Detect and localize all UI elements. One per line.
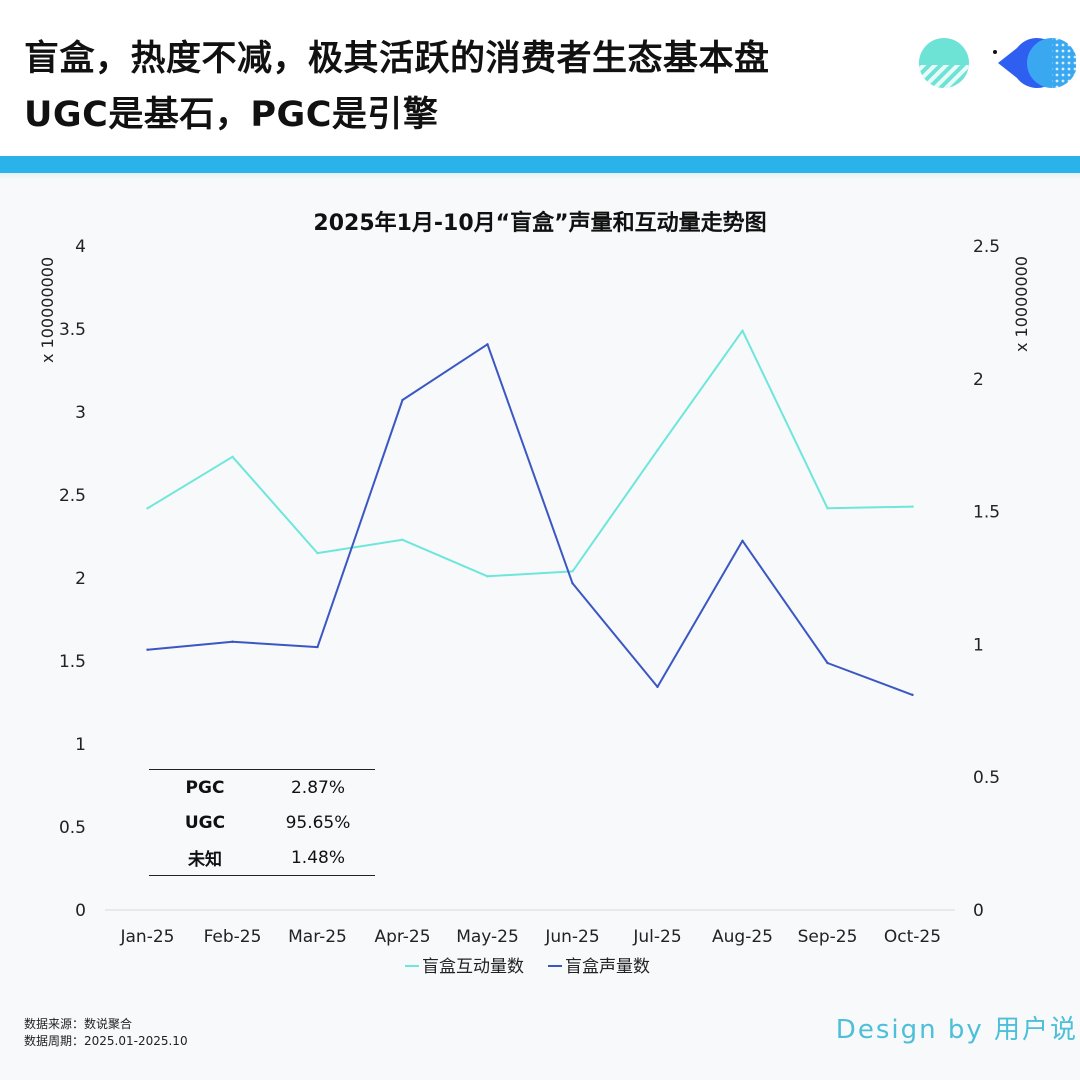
x-tick-label: Sep-25 xyxy=(798,927,858,947)
data-point xyxy=(316,551,319,555)
y-right-tick-label: 2 xyxy=(973,370,984,390)
table-row: PGC 2.87% xyxy=(149,770,375,806)
dotted-circle-icon xyxy=(1027,38,1076,88)
y-left-tick-label: 4 xyxy=(75,237,86,257)
y-right-tick-label: 0.5 xyxy=(973,768,1000,788)
y-left-tick-label: 2.5 xyxy=(59,486,86,506)
x-tick-label: Oct-25 xyxy=(884,927,941,947)
chart-series xyxy=(146,329,914,697)
share-label: UGC xyxy=(184,812,226,833)
data-point xyxy=(401,538,404,542)
share-value: 1.48% xyxy=(290,847,345,868)
table-row: 未知 1.48% xyxy=(149,840,375,876)
data-point xyxy=(571,570,574,573)
y-left-tick-label: 1 xyxy=(75,735,86,755)
x-tick-label: Feb-25 xyxy=(204,927,262,947)
legend-label: 盲盒互动量数 xyxy=(422,957,524,977)
data-point xyxy=(401,398,404,402)
accent-band xyxy=(0,156,1080,173)
y-left-tick-label: 2 xyxy=(75,569,86,589)
x-tick-label: Jun-25 xyxy=(544,927,599,947)
page-title: 盲盒，热度不减，极其活跃的消费者生态基本盘 xyxy=(24,39,770,79)
data-point xyxy=(911,505,914,508)
y-right-tick-label: 2.5 xyxy=(973,237,1000,257)
y-right-tick-label: 1 xyxy=(973,635,984,655)
chart-legend: 盲盒互动量数 盲盒声量数 xyxy=(405,957,650,977)
x-tick-label: Aug-25 xyxy=(712,927,773,947)
footer-source: 数据来源：数说聚合 数据周期：2025.01-2025.10 xyxy=(24,1016,188,1050)
data-point xyxy=(146,648,149,651)
design-credit: Design by 用户说 xyxy=(835,1015,1078,1045)
striped-circle-icon xyxy=(919,38,969,88)
data-source: 数据来源：数说聚合 xyxy=(24,1017,133,1031)
series-line xyxy=(147,343,913,696)
page-subtitle: UGC是基石，PGC是引擎 xyxy=(24,95,439,135)
y-right-tick-label: 0 xyxy=(973,901,984,921)
x-tick-label: Mar-25 xyxy=(288,927,347,947)
data-point xyxy=(911,693,914,697)
y-left-tick-label: 3.5 xyxy=(59,320,86,340)
data-point xyxy=(741,329,744,332)
brand-logo xyxy=(919,37,1076,88)
data-point xyxy=(741,539,744,543)
y-left-tick-label: 1.5 xyxy=(59,652,86,672)
band-shadow xyxy=(0,173,1080,179)
header: 盲盒，热度不减，极其活跃的消费者生态基本盘 UGC是基石，PGC是引擎 xyxy=(0,0,1080,156)
data-point xyxy=(656,685,659,689)
y-right-tick-label: 1.5 xyxy=(973,503,1000,523)
data-point xyxy=(231,455,234,459)
y-left-tick-label: 3 xyxy=(75,403,86,423)
data-point xyxy=(231,640,234,643)
chart-title: 2025年1月-10月“盲盒”声量和互动量走势图 xyxy=(313,211,767,236)
x-tick-label: Jan-25 xyxy=(120,927,175,947)
data-point xyxy=(826,661,829,665)
data-point xyxy=(571,582,574,585)
data-point xyxy=(656,448,659,452)
share-label: PGC xyxy=(185,777,225,798)
data-point xyxy=(316,645,319,649)
y-left-tick-label: 0 xyxy=(75,901,86,921)
source-share-table: PGC 2.87% UGC 95.65% 未知 1.48% xyxy=(149,769,375,876)
x-tick-label: Apr-25 xyxy=(374,927,430,947)
x-tick-label: May-25 xyxy=(456,927,519,947)
data-point xyxy=(486,343,489,346)
left-axis-unit: x 100000000 xyxy=(38,256,57,363)
data-period: 数据周期：2025.01-2025.10 xyxy=(24,1034,188,1048)
share-value: 95.65% xyxy=(285,812,351,833)
data-point xyxy=(826,507,829,510)
share-value: 2.87% xyxy=(290,777,345,798)
right-axis-unit: x 10000000 xyxy=(1012,256,1031,352)
data-point xyxy=(486,575,489,578)
legend-label: 盲盒声量数 xyxy=(565,957,650,977)
share-label: 未知 xyxy=(188,850,222,870)
x-tick-label: Jul-25 xyxy=(632,927,681,947)
data-point xyxy=(146,507,149,510)
table-row: UGC 95.65% xyxy=(149,805,375,840)
y-left-tick-label: 0.5 xyxy=(59,818,86,838)
series-line xyxy=(146,329,913,578)
